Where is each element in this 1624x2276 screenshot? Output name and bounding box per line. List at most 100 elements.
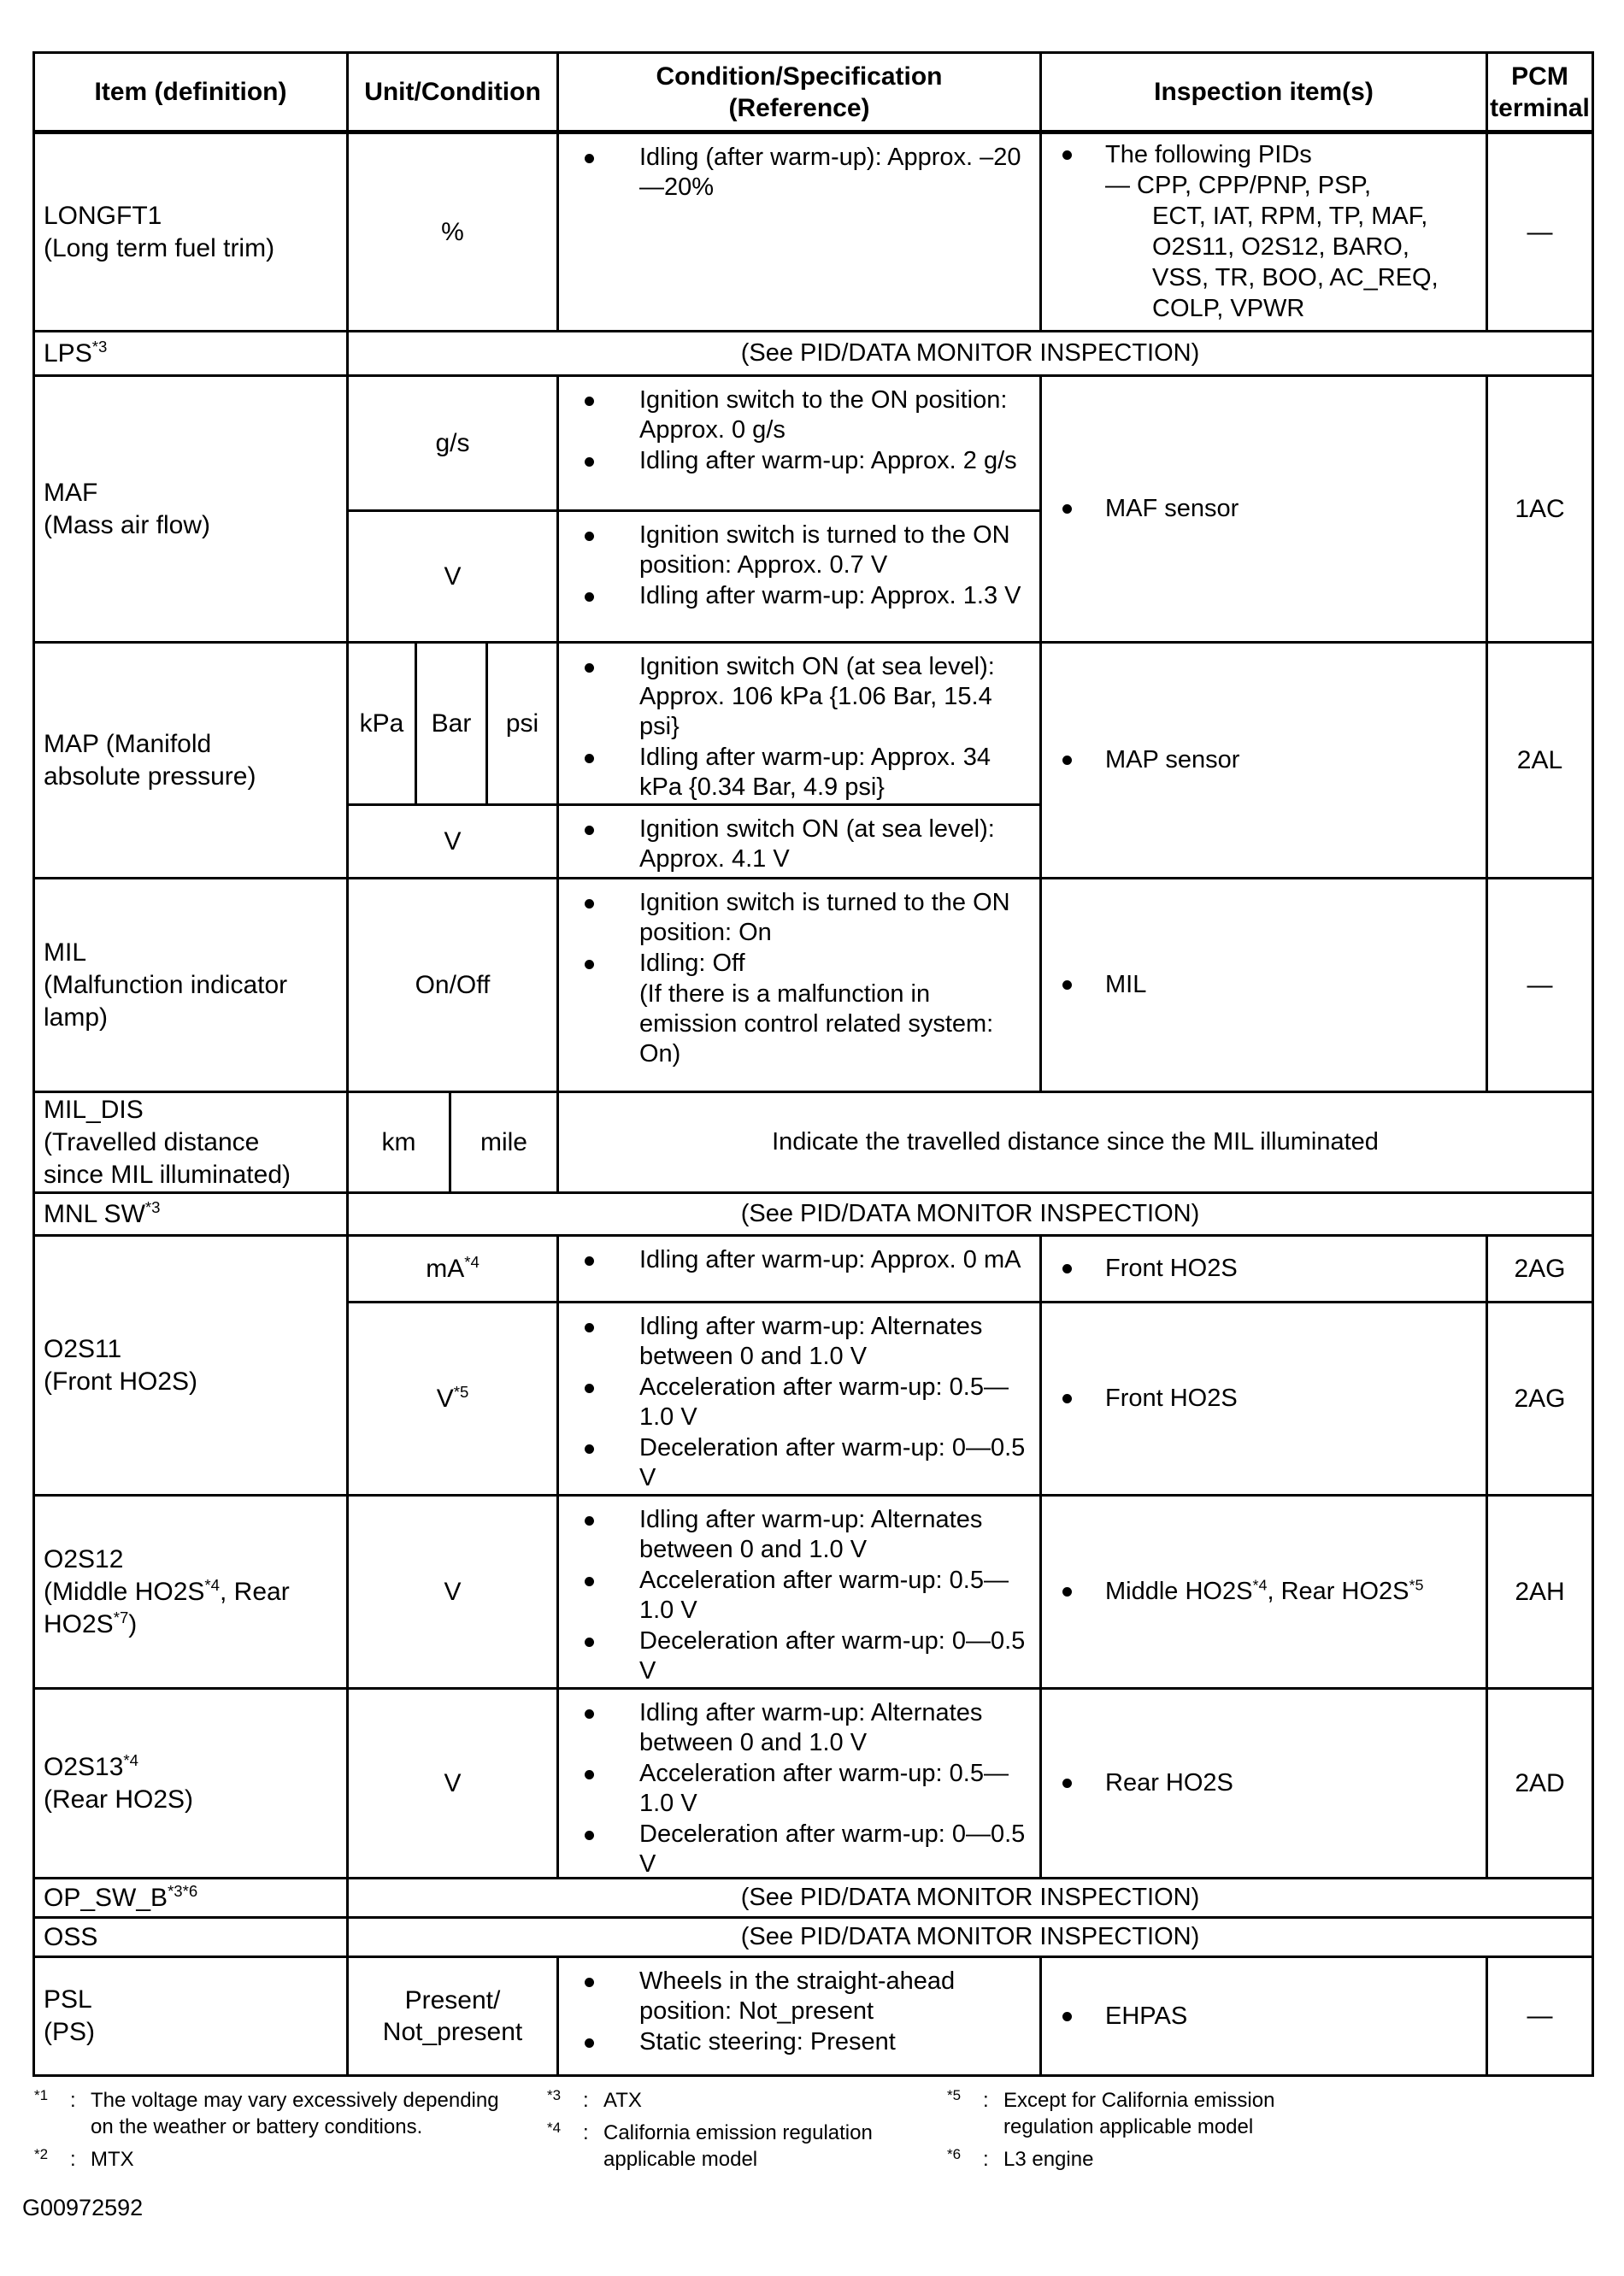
bullet-icon xyxy=(581,1967,639,2026)
condition-bullet: Idling after warm-up: Approx. 0 mA xyxy=(581,1245,1033,1275)
table-row-oss: OSS (See PID/DATA MONITOR INSPECTION) xyxy=(35,1919,1592,1958)
unit-text: V xyxy=(444,827,462,856)
unit-text: km xyxy=(381,1128,416,1156)
condition-text: Ignition switch is turned to the ON posi… xyxy=(639,889,1010,946)
footnote-5: *5 : Except for California emission regu… xyxy=(947,2087,1323,2140)
condition-text: Idling after warm-up: Approx. 1.3 V xyxy=(639,582,1021,609)
inspection-lead-text: The following PIDs xyxy=(1105,141,1312,168)
bullet-icon xyxy=(581,743,639,803)
unit-text: g/s xyxy=(435,429,470,457)
merged-cell-mil-dis: Indicate the travelled distance since th… xyxy=(559,1093,1592,1191)
bullet-icon xyxy=(581,581,639,611)
footnote-6: *6 : L3 engine xyxy=(947,2146,1323,2173)
bullet-icon xyxy=(581,520,639,580)
condition-bullet: Ignition switch to the ON position: Appr… xyxy=(581,385,1033,445)
inspection-text: MAP sensor xyxy=(1105,746,1240,773)
header-condition-specification: Condition/Specification (Reference) xyxy=(559,54,1042,130)
maf-subrow-v: V Ignition switch is turned to the ON po… xyxy=(349,512,1042,641)
inspection-cell-map: MAP sensor xyxy=(1042,644,1488,877)
map-subrows: kPa Bar psi Ignition switch ON (at sea l… xyxy=(349,644,1042,877)
item-text: OP_SW_B*3*6 xyxy=(44,1881,198,1912)
unit-cell-maf-gs: g/s xyxy=(349,377,559,509)
unit-cell-map-kpa: kPa xyxy=(349,644,417,803)
condition-text: Idling after warm-up: Approx. 0 mA xyxy=(639,1246,1021,1273)
unit-text: Bar xyxy=(431,709,472,738)
inspection-cell-o2s11-ma: Front HO2S xyxy=(1042,1237,1488,1301)
bullet-icon xyxy=(581,888,639,948)
condition-text: Ignition switch ON (at sea level): Appro… xyxy=(639,815,995,873)
merged-cell-oss: (See PID/DATA MONITOR INSPECTION) xyxy=(349,1919,1592,1955)
footnote-3: *3 : ATX xyxy=(547,2087,915,2114)
pcm-data-monitor-table: Item (definition) Unit/Condition Conditi… xyxy=(32,51,1594,2077)
bullet-icon xyxy=(1059,744,1105,775)
bullet-icon xyxy=(581,1312,639,1372)
map-subrow-pressure: kPa Bar psi Ignition switch ON (at sea l… xyxy=(349,644,1042,806)
inspection-text: EHPAS xyxy=(1105,2002,1188,2030)
condition-text: Idling after warm-up: Approx. 2 g/s xyxy=(639,447,1017,474)
bullet-icon xyxy=(581,1245,639,1275)
pcm-cell-o2s11-ma: 2AG xyxy=(1488,1237,1592,1301)
condition-text: Idling (after warm-up): Approx. –20—20% xyxy=(639,144,1021,201)
bullet-icon xyxy=(1059,1576,1105,1607)
table-row-mil-dis: MIL_DIS (Travelled distance since MIL il… xyxy=(35,1093,1592,1194)
inspection-bullet: Middle HO2S*4, Rear HO2S*5 xyxy=(1059,1576,1486,1607)
condition-cell-psl: Wheels in the straight-ahead position: N… xyxy=(559,1958,1042,2074)
footnote-separator: : xyxy=(583,2089,589,2112)
bullet-icon xyxy=(1059,2001,1105,2032)
condition-bullet: Deceleration after warm-up: 0—0.5 V xyxy=(581,1626,1033,1686)
bullet-icon xyxy=(581,1820,639,1877)
condition-text: Idling after warm-up: Alternates between… xyxy=(639,1506,983,1563)
table-row-o2s13: O2S13*4 (Rear HO2S) V Idling after warm-… xyxy=(35,1690,1592,1879)
unit-cell-map-bar: Bar xyxy=(417,644,488,803)
inspection-cell-o2s13: Rear HO2S xyxy=(1042,1690,1488,1877)
condition-text: Idling after warm-up: Approx. 34 kPa {0.… xyxy=(639,744,991,801)
unit-cell-map-psi: psi xyxy=(488,644,559,803)
item-cell-maf: MAF (Mass air flow) xyxy=(35,377,349,641)
inspection-bullet: The following PIDs — CPP, CPP/PNP, PSP, … xyxy=(1059,139,1486,324)
condition-bullet: Idling: Off xyxy=(581,949,1033,979)
bullet-icon xyxy=(1059,139,1105,324)
footnote-separator: : xyxy=(70,2148,76,2171)
inspection-text: Middle HO2S*4, Rear HO2S*5 xyxy=(1105,1576,1424,1605)
bullet-icon xyxy=(581,1698,639,1758)
footnote-text: ATX xyxy=(603,2089,642,2112)
item-text: MAF (Mass air flow) xyxy=(44,478,211,539)
pid-line: O2S11, O2S12, BARO, xyxy=(1152,233,1409,261)
condition-bullet: Static steering: Present xyxy=(581,2027,1033,2057)
item-cell-mil-dis: MIL_DIS (Travelled distance since MIL il… xyxy=(35,1093,349,1191)
pcm-cell-psl: — xyxy=(1488,1958,1592,2074)
header-pcm-label: PCM terminal xyxy=(1490,62,1590,122)
item-text: O2S12 (Middle HO2S*4, Rear HO2S*7) xyxy=(44,1544,290,1638)
bullet-icon xyxy=(581,1433,639,1493)
item-text: OSS xyxy=(44,1922,98,1951)
inspection-cell-o2s11-v: Front HO2S xyxy=(1042,1303,1488,1494)
footnote-marker: *3 xyxy=(547,2087,562,2103)
condition-bullet: Acceleration after warm-up: 0.5—1.0 V xyxy=(581,1373,1033,1432)
item-text: O2S11 (Front HO2S) xyxy=(44,1334,198,1396)
unit-cell-o2s11-ma: mA*4 xyxy=(349,1237,559,1301)
condition-text: Acceleration after warm-up: 0.5—1.0 V xyxy=(639,1760,1009,1817)
condition-bullet: Idling after warm-up: Alternates between… xyxy=(581,1312,1033,1372)
item-cell-op-sw-b: OP_SW_B*3*6 xyxy=(35,1879,349,1916)
merged-cell-op-sw-b: (See PID/DATA MONITOR INSPECTION) xyxy=(349,1879,1592,1916)
condition-bullet: Acceleration after warm-up: 0.5—1.0 V xyxy=(581,1759,1033,1819)
condition-text: Deceleration after warm-up: 0—0.5 V xyxy=(639,1820,1026,1877)
condition-cell-maf-gs: Ignition switch to the ON position: Appr… xyxy=(559,377,1042,509)
pcm-cell-maf: 1AC xyxy=(1488,377,1592,641)
bullet-icon xyxy=(1059,1383,1105,1414)
condition-text: Acceleration after warm-up: 0.5—1.0 V xyxy=(639,1567,1009,1624)
condition-bullet: Ignition switch is turned to the ON posi… xyxy=(581,520,1033,580)
condition-bullet: Idling after warm-up: Approx. 1.3 V xyxy=(581,581,1033,611)
condition-bullet: Idling (after warm-up): Approx. –20—20% xyxy=(581,143,1033,203)
inspection-bullet: MIL xyxy=(1059,969,1486,1000)
header-insp-label: Inspection item(s) xyxy=(1154,78,1374,106)
inspection-bullet: MAF sensor xyxy=(1059,493,1486,524)
item-cell-psl: PSL (PS) xyxy=(35,1958,349,2074)
pcm-text: 1AC xyxy=(1515,494,1565,523)
unit-text: mA*4 xyxy=(426,1253,480,1283)
bullet-icon xyxy=(1059,493,1105,524)
condition-bullet: Ignition switch ON (at sea level): Appro… xyxy=(581,652,1033,742)
unit-cell-maf-v: V xyxy=(349,512,559,641)
condition-bullet: Wheels in the straight-ahead position: N… xyxy=(581,1967,1033,2026)
bullet-icon xyxy=(581,143,639,203)
